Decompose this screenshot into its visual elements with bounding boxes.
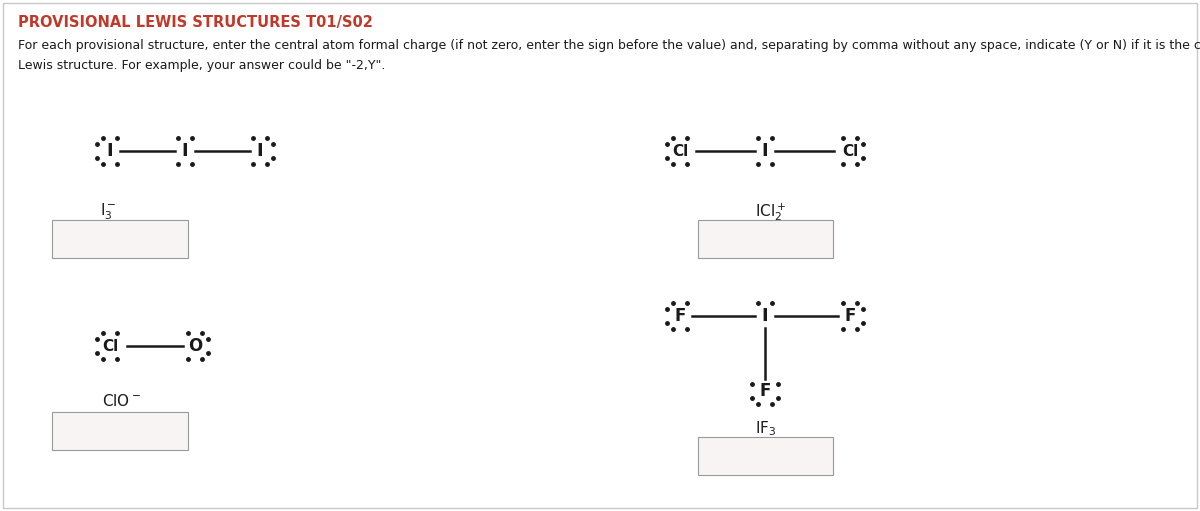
Text: I: I <box>762 142 768 160</box>
FancyBboxPatch shape <box>697 220 833 258</box>
Text: I: I <box>181 142 188 160</box>
Text: O: O <box>188 337 202 355</box>
Text: F: F <box>674 307 685 325</box>
Text: Cl: Cl <box>102 338 118 354</box>
FancyBboxPatch shape <box>2 3 1198 508</box>
Text: I$_3^-$: I$_3^-$ <box>100 201 116 221</box>
Text: ICl$_2^+$: ICl$_2^+$ <box>755 201 786 223</box>
Text: IF$_3$: IF$_3$ <box>755 419 776 438</box>
Text: Lewis structure. For example, your answer could be "-2,Y".: Lewis structure. For example, your answe… <box>18 59 385 72</box>
Text: Cl: Cl <box>842 144 858 158</box>
Text: F: F <box>760 382 770 400</box>
FancyBboxPatch shape <box>697 437 833 475</box>
FancyBboxPatch shape <box>53 412 187 450</box>
Text: Cl: Cl <box>672 144 688 158</box>
FancyBboxPatch shape <box>53 220 187 258</box>
Text: For each provisional structure, enter the central atom formal charge (if not zer: For each provisional structure, enter th… <box>18 39 1200 52</box>
Text: PROVISIONAL LEWIS STRUCTURES T01/S02: PROVISIONAL LEWIS STRUCTURES T01/S02 <box>18 15 373 30</box>
Text: I: I <box>107 142 113 160</box>
Text: ClO$^-$: ClO$^-$ <box>102 393 140 409</box>
Text: I: I <box>762 307 768 325</box>
Text: I: I <box>257 142 263 160</box>
Text: F: F <box>845 307 856 325</box>
